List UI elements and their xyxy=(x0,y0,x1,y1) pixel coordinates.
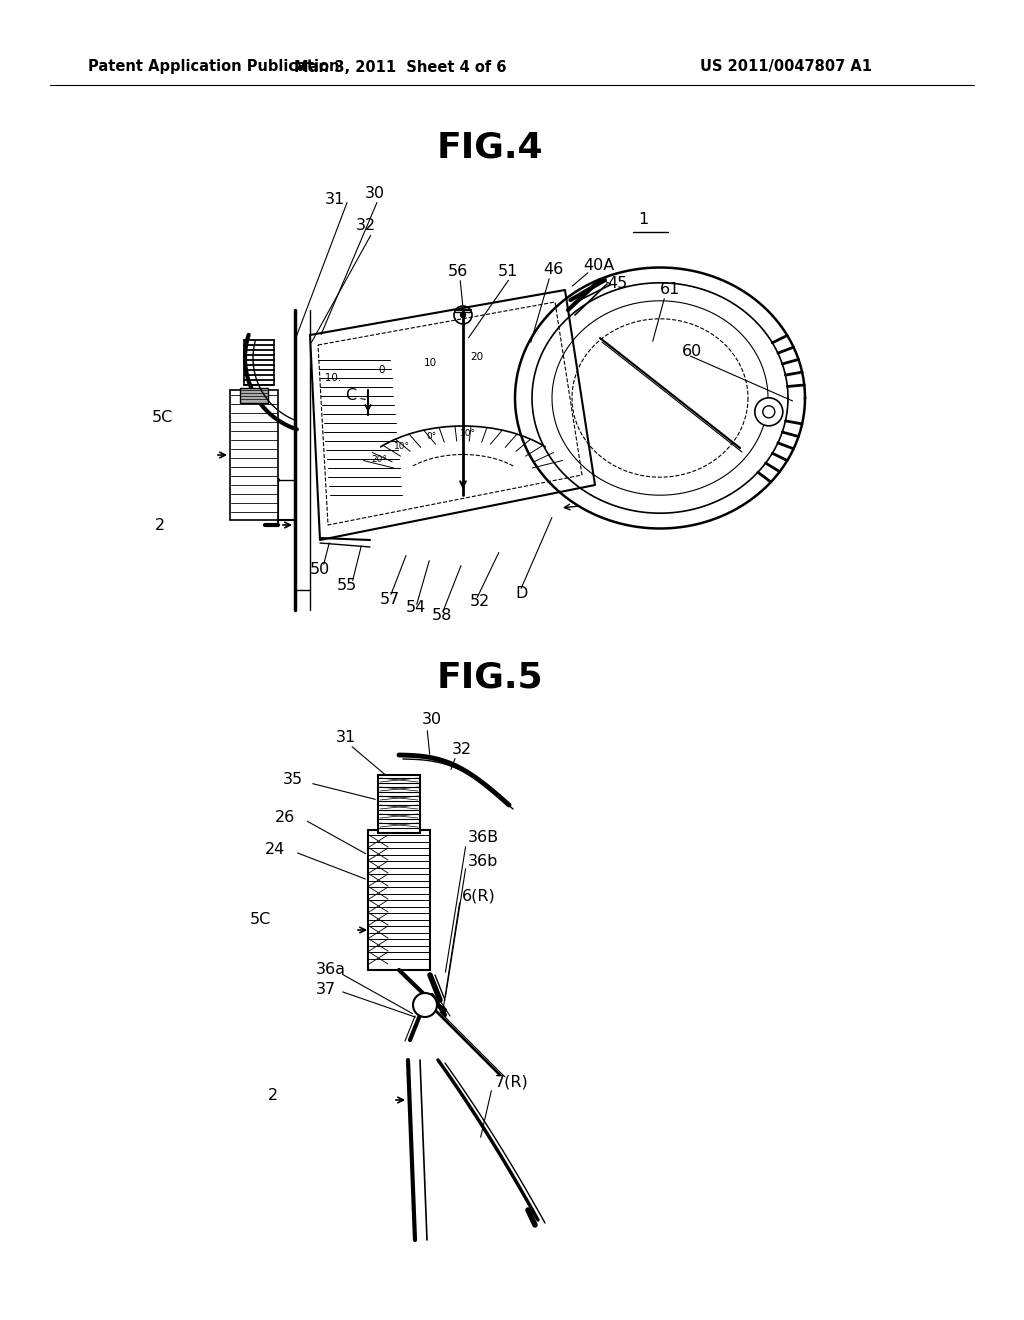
Text: 0°: 0° xyxy=(426,432,436,441)
Text: 56: 56 xyxy=(449,264,468,280)
Text: 24: 24 xyxy=(265,842,286,858)
Text: 6(R): 6(R) xyxy=(462,888,496,903)
Text: 55: 55 xyxy=(337,578,357,593)
Text: 37: 37 xyxy=(316,982,336,998)
Text: 1: 1 xyxy=(638,213,648,227)
Text: 20: 20 xyxy=(470,352,483,362)
Circle shape xyxy=(461,313,466,318)
Text: 54: 54 xyxy=(406,601,426,615)
Text: 58: 58 xyxy=(432,607,453,623)
FancyBboxPatch shape xyxy=(230,389,278,520)
Text: 0: 0 xyxy=(379,366,385,375)
Text: 61: 61 xyxy=(660,282,680,297)
Text: 46: 46 xyxy=(543,263,563,277)
Text: FIG.5: FIG.5 xyxy=(436,661,544,696)
Text: 26: 26 xyxy=(275,810,295,825)
Text: -10.: -10. xyxy=(322,374,342,383)
Text: 36b: 36b xyxy=(468,854,499,870)
Text: 36B: 36B xyxy=(468,830,499,846)
Text: 52: 52 xyxy=(470,594,490,610)
Circle shape xyxy=(413,993,437,1016)
FancyBboxPatch shape xyxy=(240,388,268,403)
Text: 40A: 40A xyxy=(583,257,614,272)
Circle shape xyxy=(755,397,782,426)
Text: 2: 2 xyxy=(155,517,165,532)
Text: 32: 32 xyxy=(356,218,376,232)
Text: 30: 30 xyxy=(422,713,442,727)
Text: Patent Application Publication: Patent Application Publication xyxy=(88,59,340,74)
Text: 45: 45 xyxy=(607,276,628,290)
Text: 10: 10 xyxy=(424,358,436,368)
Text: 35: 35 xyxy=(283,772,303,788)
FancyBboxPatch shape xyxy=(368,830,430,970)
Polygon shape xyxy=(310,290,595,540)
Text: 5C: 5C xyxy=(152,411,173,425)
Text: US 2011/0047807 A1: US 2011/0047807 A1 xyxy=(700,59,872,74)
Text: Mar. 3, 2011  Sheet 4 of 6: Mar. 3, 2011 Sheet 4 of 6 xyxy=(294,59,506,74)
Text: 51: 51 xyxy=(498,264,518,280)
Text: 7(R): 7(R) xyxy=(495,1074,528,1089)
Text: D: D xyxy=(515,586,527,601)
Text: 32: 32 xyxy=(452,742,472,758)
Text: 10°: 10° xyxy=(393,442,410,450)
Text: 30: 30 xyxy=(365,186,385,201)
FancyBboxPatch shape xyxy=(378,775,420,833)
Text: 50: 50 xyxy=(310,562,331,578)
Text: 31: 31 xyxy=(325,193,345,207)
Text: 60: 60 xyxy=(682,345,702,359)
Text: FIG.4: FIG.4 xyxy=(436,131,544,165)
Text: 31: 31 xyxy=(336,730,356,746)
Text: 5C: 5C xyxy=(250,912,271,928)
Text: C: C xyxy=(345,388,356,403)
Text: 36a: 36a xyxy=(316,962,346,978)
Text: 57: 57 xyxy=(380,593,400,607)
Text: 10°: 10° xyxy=(461,429,476,438)
Text: 2: 2 xyxy=(268,1088,279,1102)
Text: 20°: 20° xyxy=(372,455,387,465)
